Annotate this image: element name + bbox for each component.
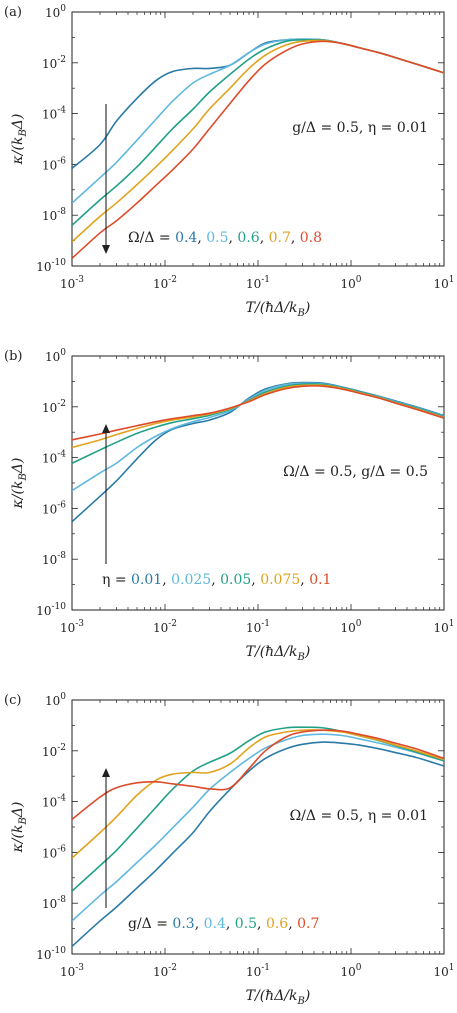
y-tick-label: 10-6 bbox=[42, 844, 66, 860]
legend-entry-0.6: 0.6 bbox=[266, 916, 288, 932]
plot-frame bbox=[71, 11, 445, 267]
series-group bbox=[72, 381, 444, 523]
y-tick-label: 10-2 bbox=[42, 55, 66, 71]
panel-label: (b) bbox=[4, 349, 22, 364]
x-tick-label: 10-1 bbox=[246, 619, 270, 635]
arrow-up bbox=[102, 424, 110, 564]
x-tick-label: 10-2 bbox=[153, 619, 177, 635]
x-tick-label: 101 bbox=[433, 275, 454, 291]
legend-entry-0.8: 0.8 bbox=[300, 230, 322, 246]
y-tick-label: 10-4 bbox=[42, 450, 66, 466]
series-line-0.6 bbox=[72, 729, 444, 859]
parameter-annotation: Ω/Δ = 0.5, η = 0.01 bbox=[290, 808, 428, 824]
y-tick-label: 10-6 bbox=[42, 156, 66, 172]
y-tick-label: 100 bbox=[45, 692, 66, 708]
x-axis-label: T/(ħΔ/kB) bbox=[246, 988, 311, 1007]
x-tick-label: 101 bbox=[433, 963, 454, 979]
x-tick-label: 101 bbox=[433, 619, 454, 635]
legend-entry-0.1: 0.1 bbox=[309, 572, 331, 588]
y-tick-label: 10-2 bbox=[42, 743, 66, 759]
y-tick-label: 10-10 bbox=[36, 602, 66, 618]
x-tick-label: 10-1 bbox=[246, 275, 270, 291]
y-tick-label: 10-10 bbox=[36, 946, 66, 962]
x-tick-label: 100 bbox=[340, 619, 361, 635]
arrow-head bbox=[102, 424, 110, 433]
panel-b: (b) 10-3 10-2 10-1 100 101 10-10 10-8 10-6 10-4 10… bbox=[4, 348, 455, 663]
y-tick-label: 10-4 bbox=[42, 106, 66, 122]
series-line-0.01 bbox=[72, 381, 444, 523]
series-legend: g/Δ = 0.3, 0.4, 0.5, 0.6, 0.7 bbox=[128, 916, 319, 932]
panel-label: (c) bbox=[4, 693, 21, 708]
y-axis-label: κ/(kBΔ) bbox=[10, 114, 29, 166]
legend-entry-0.7: 0.7 bbox=[297, 916, 319, 932]
parameter-annotation: Ω/Δ = 0.5, g/Δ = 0.5 bbox=[283, 464, 428, 480]
series-group bbox=[72, 38, 444, 259]
legend-entry-0.7: 0.7 bbox=[269, 230, 291, 246]
legend-entry-0.075: 0.075 bbox=[260, 572, 300, 588]
legend-entry-0.01: 0.01 bbox=[131, 572, 162, 588]
arrow-down bbox=[102, 104, 110, 254]
x-tick-label: 100 bbox=[340, 275, 361, 291]
arrow-head bbox=[102, 245, 110, 254]
series-group bbox=[72, 726, 444, 947]
legend-entry-0.025: 0.025 bbox=[171, 572, 211, 588]
panel-a: (a) 10-3 10-2 10-1 100 101 10-10 10-8 10-6 10-4 10… bbox=[4, 4, 455, 319]
series-line-0.1 bbox=[72, 385, 444, 441]
y-tick-label: 10-2 bbox=[42, 399, 66, 415]
legend-entry-0.3: 0.3 bbox=[172, 916, 194, 932]
legend-entry-0.5: 0.5 bbox=[235, 916, 257, 932]
panel-label: (a) bbox=[4, 5, 22, 20]
y-tick-label: 10-4 bbox=[42, 794, 66, 810]
y-tick-label: 100 bbox=[45, 348, 66, 364]
arrow-head bbox=[102, 768, 110, 777]
x-tick-label: 10-3 bbox=[60, 275, 84, 291]
series-legend: Ω/Δ = 0.4, 0.5, 0.6, 0.7, 0.8 bbox=[128, 230, 322, 246]
x-tick-label: 100 bbox=[340, 963, 361, 979]
legend-entry-0.4: 0.4 bbox=[175, 230, 197, 246]
x-axis-label: T/(ħΔ/kB) bbox=[246, 300, 311, 319]
x-tick-label: 10-3 bbox=[60, 619, 84, 635]
series-line-0.4 bbox=[72, 733, 444, 922]
x-tick-label: 10-2 bbox=[153, 275, 177, 291]
y-tick-label: 10-6 bbox=[42, 500, 66, 516]
y-tick-label: 100 bbox=[45, 4, 66, 20]
y-axis-label: κ/(kBΔ) bbox=[10, 802, 29, 854]
arrow-up bbox=[102, 768, 110, 908]
series-line-0.3 bbox=[72, 741, 444, 947]
x-tick-label: 10-1 bbox=[246, 963, 270, 979]
y-tick-label: 10-8 bbox=[42, 551, 66, 567]
panel-c: (c) 10-3 10-2 10-1 100 101 10-10 10-8 10-6 10-4 10… bbox=[4, 692, 455, 1007]
y-tick-label: 10-10 bbox=[36, 258, 66, 274]
series-line-0.4 bbox=[72, 38, 444, 169]
series-line-0.8 bbox=[72, 40, 444, 259]
legend-entry-0.6: 0.6 bbox=[237, 230, 259, 246]
x-axis-label: T/(ħΔ/kB) bbox=[246, 644, 311, 663]
series-line-0.7 bbox=[72, 729, 444, 820]
series-legend: η = 0.01, 0.025, 0.05, 0.075, 0.1 bbox=[102, 572, 331, 588]
x-tick-label: 10-2 bbox=[153, 963, 177, 979]
y-tick-label: 10-8 bbox=[42, 207, 66, 223]
parameter-annotation: g/Δ = 0.5, η = 0.01 bbox=[292, 120, 428, 136]
y-axis-label: κ/(kBΔ) bbox=[10, 458, 29, 510]
legend-entry-0.05: 0.05 bbox=[220, 572, 251, 588]
legend-entry-0.4: 0.4 bbox=[204, 916, 226, 932]
legend-entry-0.5: 0.5 bbox=[206, 230, 228, 246]
x-tick-label: 10-3 bbox=[60, 963, 84, 979]
series-line-0.05 bbox=[72, 383, 444, 464]
y-tick-label: 10-8 bbox=[42, 895, 66, 911]
